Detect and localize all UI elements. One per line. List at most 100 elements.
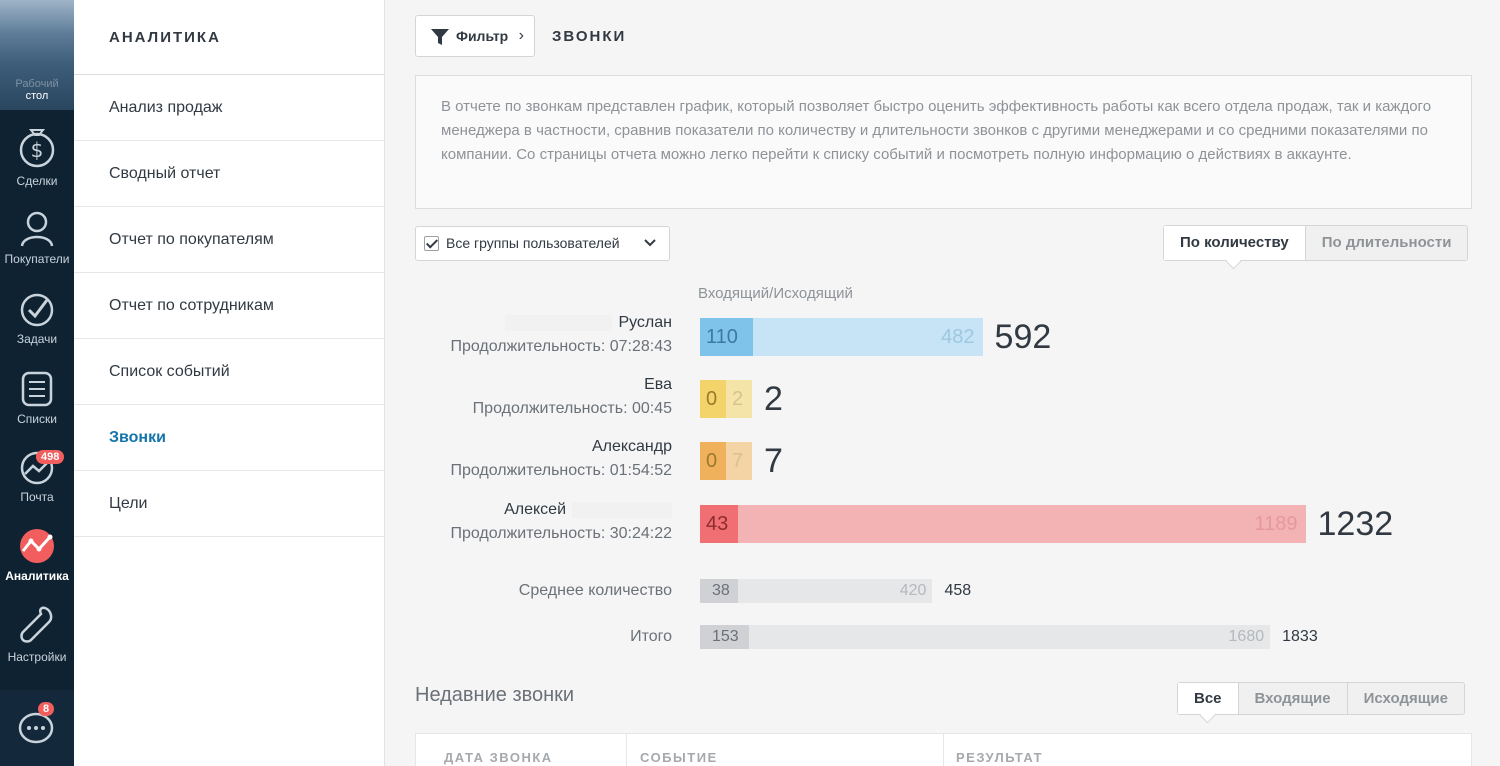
incoming-value: 110 — [706, 326, 738, 348]
tab-outgoing[interactable]: Исходящие — [1346, 683, 1464, 714]
groups-select-label: Все группы пользователей — [446, 235, 620, 251]
incoming-bar-segment: 38 — [700, 579, 738, 603]
chevron-down-icon — [644, 239, 656, 247]
tab-all[interactable]: Все — [1178, 683, 1238, 714]
manager-name-text: Александр — [591, 438, 672, 455]
calls-bar[interactable]: 110 482 — [700, 318, 983, 356]
grand-total-value: 1833 — [1282, 628, 1318, 645]
wrench-icon — [20, 606, 53, 643]
report-description: В отчете по звонкам представлен график, … — [415, 75, 1472, 209]
manager-call-duration: Продолжительность: 01:54:52 — [450, 462, 672, 479]
average-bar[interactable]: 38 420 — [700, 579, 933, 603]
incoming-value: 38 — [712, 582, 730, 599]
sidebar-item-calls[interactable]: Звонки — [74, 405, 384, 471]
column-divider — [943, 734, 944, 766]
manager-name-text: Ева — [644, 376, 672, 393]
total-calls-value: 592 — [994, 318, 1052, 356]
average-total-value: 458 — [944, 582, 972, 599]
contacts-icon — [20, 211, 54, 247]
chat-icon[interactable] — [18, 712, 56, 746]
main-content: Фильтр › ЗВОНКИ В отчете по звонкам пред… — [385, 0, 1500, 766]
outgoing-value: 1680 — [1228, 628, 1265, 645]
nav-label-analytics: Аналитика — [5, 569, 69, 583]
nav-item-lists[interactable]: Списки — [0, 370, 74, 426]
outgoing-bar-segment[interactable]: 482 — [752, 318, 983, 356]
outgoing-value: 482 — [941, 326, 975, 348]
outgoing-value: 420 — [899, 582, 927, 599]
nav-item-analytics[interactable]: Аналитика — [0, 527, 74, 583]
nav-label-customers: Покупатели — [4, 252, 70, 266]
nav-label-settings: Настройки — [7, 650, 67, 664]
calls-bar[interactable]: 43 1189 — [700, 505, 1306, 543]
chat-badge: 8 — [38, 702, 55, 716]
nav-item-customers[interactable]: Покупатели — [0, 210, 74, 266]
recent-calls-title: Недавние звонки — [415, 684, 575, 706]
nav-label-deals: Сделки — [16, 174, 58, 188]
incoming-bar-segment[interactable]: 43 — [700, 505, 738, 543]
nav-label-mail: Почта — [20, 490, 54, 504]
nav-item-deals[interactable]: $ Сделки — [0, 126, 74, 188]
manager-call-duration: Продолжительность: 30:24:22 — [450, 525, 672, 542]
manager-name[interactable]: Руслан — [505, 314, 672, 332]
page-title: ЗВОНКИ — [552, 28, 627, 45]
recent-calls-table-header: ДАТА ЗВОНКА СОБЫТИЕ РЕЗУЛЬТАТ — [415, 733, 1472, 766]
manager-call-duration: Продолжительность: 00:45 — [472, 400, 672, 417]
sidebar-item-sales-analysis[interactable]: Анализ продаж — [74, 75, 384, 141]
redacted-surname — [505, 314, 613, 331]
incoming-bar-segment[interactable]: 0 — [700, 380, 726, 418]
mail-badge: 498 — [36, 450, 65, 464]
analytics-sidebar: АНАЛИТИКА Анализ продаж Сводный отчет От… — [74, 0, 385, 766]
total-label: Итого — [630, 628, 672, 645]
column-header-event[interactable]: СОБЫТИЕ — [640, 750, 718, 765]
analytics-icon — [20, 529, 54, 563]
outgoing-value: 2 — [732, 388, 744, 410]
groups-checkbox[interactable] — [424, 236, 439, 251]
outgoing-value: 1189 — [1254, 513, 1298, 535]
desktop-label: стол — [25, 90, 49, 102]
nav-item-tasks[interactable]: Задачи — [0, 292, 74, 346]
total-bar[interactable]: 153 1680 — [700, 625, 1271, 649]
manager-name[interactable]: Ева — [644, 376, 672, 394]
sidebar-item-events-list[interactable]: Список событий — [74, 339, 384, 405]
total-calls-value: 7 — [764, 442, 783, 480]
average-label: Среднее количество — [518, 582, 672, 599]
main-nav-rail: Рабочий стол $ Сделки Покупатели Задачи … — [0, 0, 74, 766]
incoming-bar-segment[interactable]: 0 — [700, 442, 726, 480]
outgoing-bar-segment[interactable]: 7 — [726, 442, 752, 480]
outgoing-bar-segment[interactable]: 2 — [726, 380, 752, 418]
incoming-value: 0 — [706, 388, 718, 410]
tab-by-count[interactable]: По количеству — [1164, 226, 1305, 260]
sidebar-item-employees-report[interactable]: Отчет по сотрудникам — [74, 273, 384, 339]
outgoing-value: 7 — [732, 450, 744, 472]
manager-name-text: Алексей — [504, 501, 566, 518]
funnel-icon — [431, 29, 449, 45]
tasks-check-icon — [20, 293, 54, 327]
column-header-result[interactable]: РЕЗУЛЬТАТ — [956, 750, 1044, 765]
outgoing-bar-segment[interactable]: 1189 — [738, 505, 1306, 543]
sidebar-item-goals[interactable]: Цели — [74, 471, 384, 537]
svg-text:$: $ — [31, 138, 44, 162]
nav-item-settings[interactable]: Настройки — [0, 604, 74, 664]
filter-button[interactable]: Фильтр › — [415, 15, 535, 57]
incoming-bar-segment[interactable]: 110 — [700, 318, 753, 356]
manager-name[interactable]: Александр — [592, 438, 672, 456]
chart-caption: Входящий/Исходящий — [698, 285, 853, 302]
user-groups-select[interactable]: Все группы пользователей — [415, 226, 670, 261]
view-mode-toggle: По количеству По длительности — [1163, 225, 1469, 261]
tab-by-duration[interactable]: По длительности — [1304, 226, 1468, 260]
nav-item-mail[interactable]: Почта 498 — [0, 450, 74, 504]
total-calls-value: 2 — [764, 380, 783, 418]
manager-name[interactable]: Алексей — [504, 501, 672, 519]
column-divider — [626, 734, 627, 766]
desktop-ghost-label: Рабочий — [15, 78, 59, 90]
desktop-nav-item[interactable]: Рабочий стол — [0, 0, 74, 110]
redacted-surname — [572, 501, 672, 518]
sidebar-item-summary-report[interactable]: Сводный отчет — [74, 141, 384, 207]
incoming-value: 0 — [706, 450, 718, 472]
tab-incoming[interactable]: Входящие — [1237, 683, 1347, 714]
manager-name-text: Руслан — [618, 314, 672, 331]
column-header-date[interactable]: ДАТА ЗВОНКА — [444, 750, 553, 765]
sidebar-item-customers-report[interactable]: Отчет по покупателям — [74, 207, 384, 273]
